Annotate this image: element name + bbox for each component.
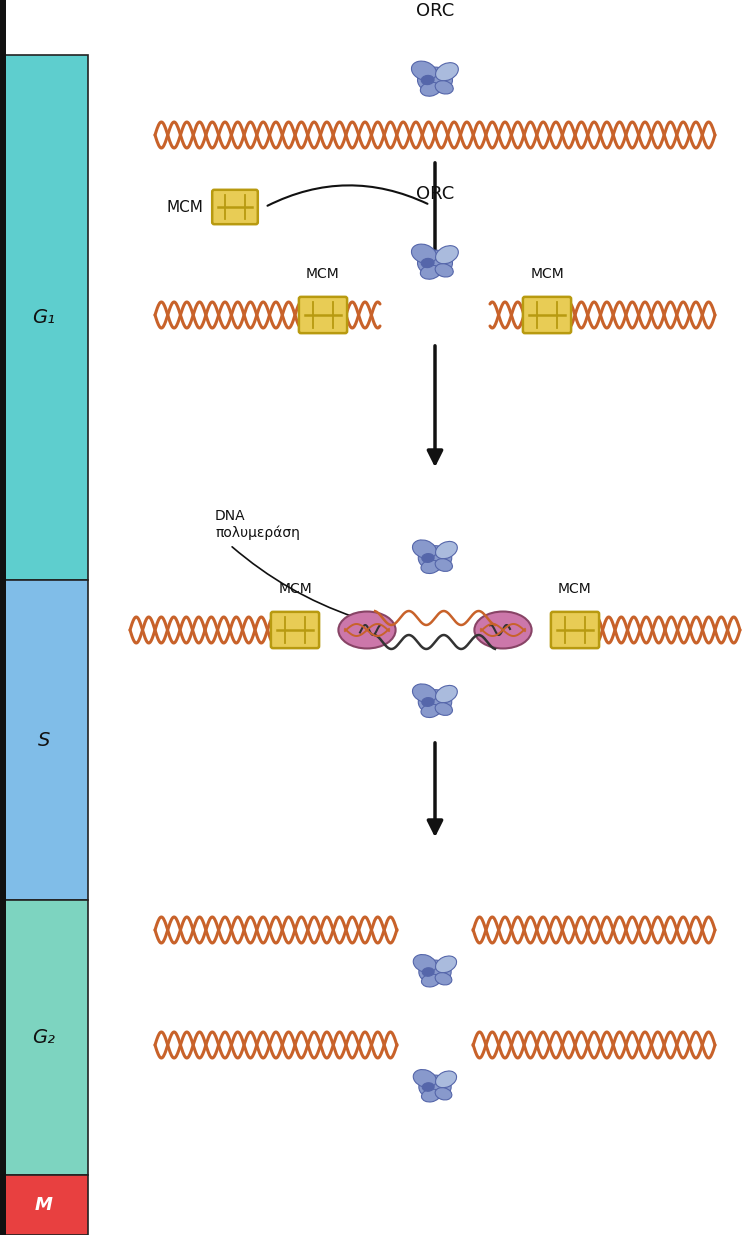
Text: M: M (35, 1195, 53, 1214)
Ellipse shape (418, 546, 452, 571)
Text: G₁: G₁ (33, 308, 55, 327)
Bar (0, 1174, 88, 1235)
Text: MCM: MCM (558, 582, 592, 597)
Ellipse shape (419, 1076, 451, 1099)
Ellipse shape (475, 611, 532, 648)
Text: ORC: ORC (416, 2, 454, 20)
Ellipse shape (413, 955, 436, 972)
Ellipse shape (421, 561, 440, 573)
Text: MCM: MCM (306, 267, 340, 282)
Ellipse shape (421, 704, 440, 718)
Ellipse shape (435, 541, 458, 558)
Text: ORC: ORC (416, 185, 454, 203)
Ellipse shape (358, 571, 513, 690)
Ellipse shape (435, 558, 452, 572)
FancyArrowPatch shape (268, 185, 428, 206)
FancyBboxPatch shape (523, 296, 571, 333)
Ellipse shape (421, 1089, 440, 1102)
Bar (0, 580, 88, 900)
Ellipse shape (419, 960, 451, 984)
Ellipse shape (421, 258, 434, 268)
Text: MCM: MCM (166, 200, 203, 215)
Ellipse shape (435, 63, 458, 80)
Ellipse shape (417, 251, 452, 275)
Ellipse shape (435, 973, 452, 986)
Ellipse shape (421, 974, 440, 987)
Ellipse shape (412, 684, 437, 703)
Ellipse shape (435, 246, 458, 264)
Ellipse shape (435, 80, 453, 94)
Ellipse shape (435, 685, 458, 703)
Ellipse shape (435, 703, 452, 715)
Ellipse shape (423, 1083, 434, 1092)
FancyBboxPatch shape (299, 296, 347, 333)
Ellipse shape (417, 67, 452, 93)
Bar (0, 900, 88, 1174)
Ellipse shape (435, 1088, 452, 1100)
Ellipse shape (413, 1070, 436, 1088)
Ellipse shape (435, 264, 453, 277)
FancyBboxPatch shape (271, 611, 319, 648)
Text: MCM: MCM (278, 582, 312, 597)
Text: DNA
πολυμεράση: DNA πολυμεράση (215, 509, 300, 540)
Text: MCM: MCM (530, 267, 564, 282)
Text: S: S (38, 730, 50, 750)
Ellipse shape (422, 698, 434, 706)
Bar (0, 56, 88, 580)
Ellipse shape (420, 83, 440, 96)
Ellipse shape (435, 1071, 457, 1088)
Bar (0, 0, 6, 1235)
Ellipse shape (412, 540, 437, 558)
Text: G₂: G₂ (33, 1028, 55, 1047)
FancyArrowPatch shape (232, 547, 354, 618)
Ellipse shape (339, 611, 396, 648)
Ellipse shape (418, 689, 452, 714)
Ellipse shape (411, 61, 437, 80)
Ellipse shape (422, 553, 434, 562)
Ellipse shape (411, 245, 437, 263)
FancyBboxPatch shape (212, 190, 258, 225)
Ellipse shape (423, 968, 434, 976)
FancyBboxPatch shape (551, 611, 599, 648)
Ellipse shape (421, 75, 434, 85)
Ellipse shape (435, 956, 457, 973)
Ellipse shape (420, 266, 440, 279)
